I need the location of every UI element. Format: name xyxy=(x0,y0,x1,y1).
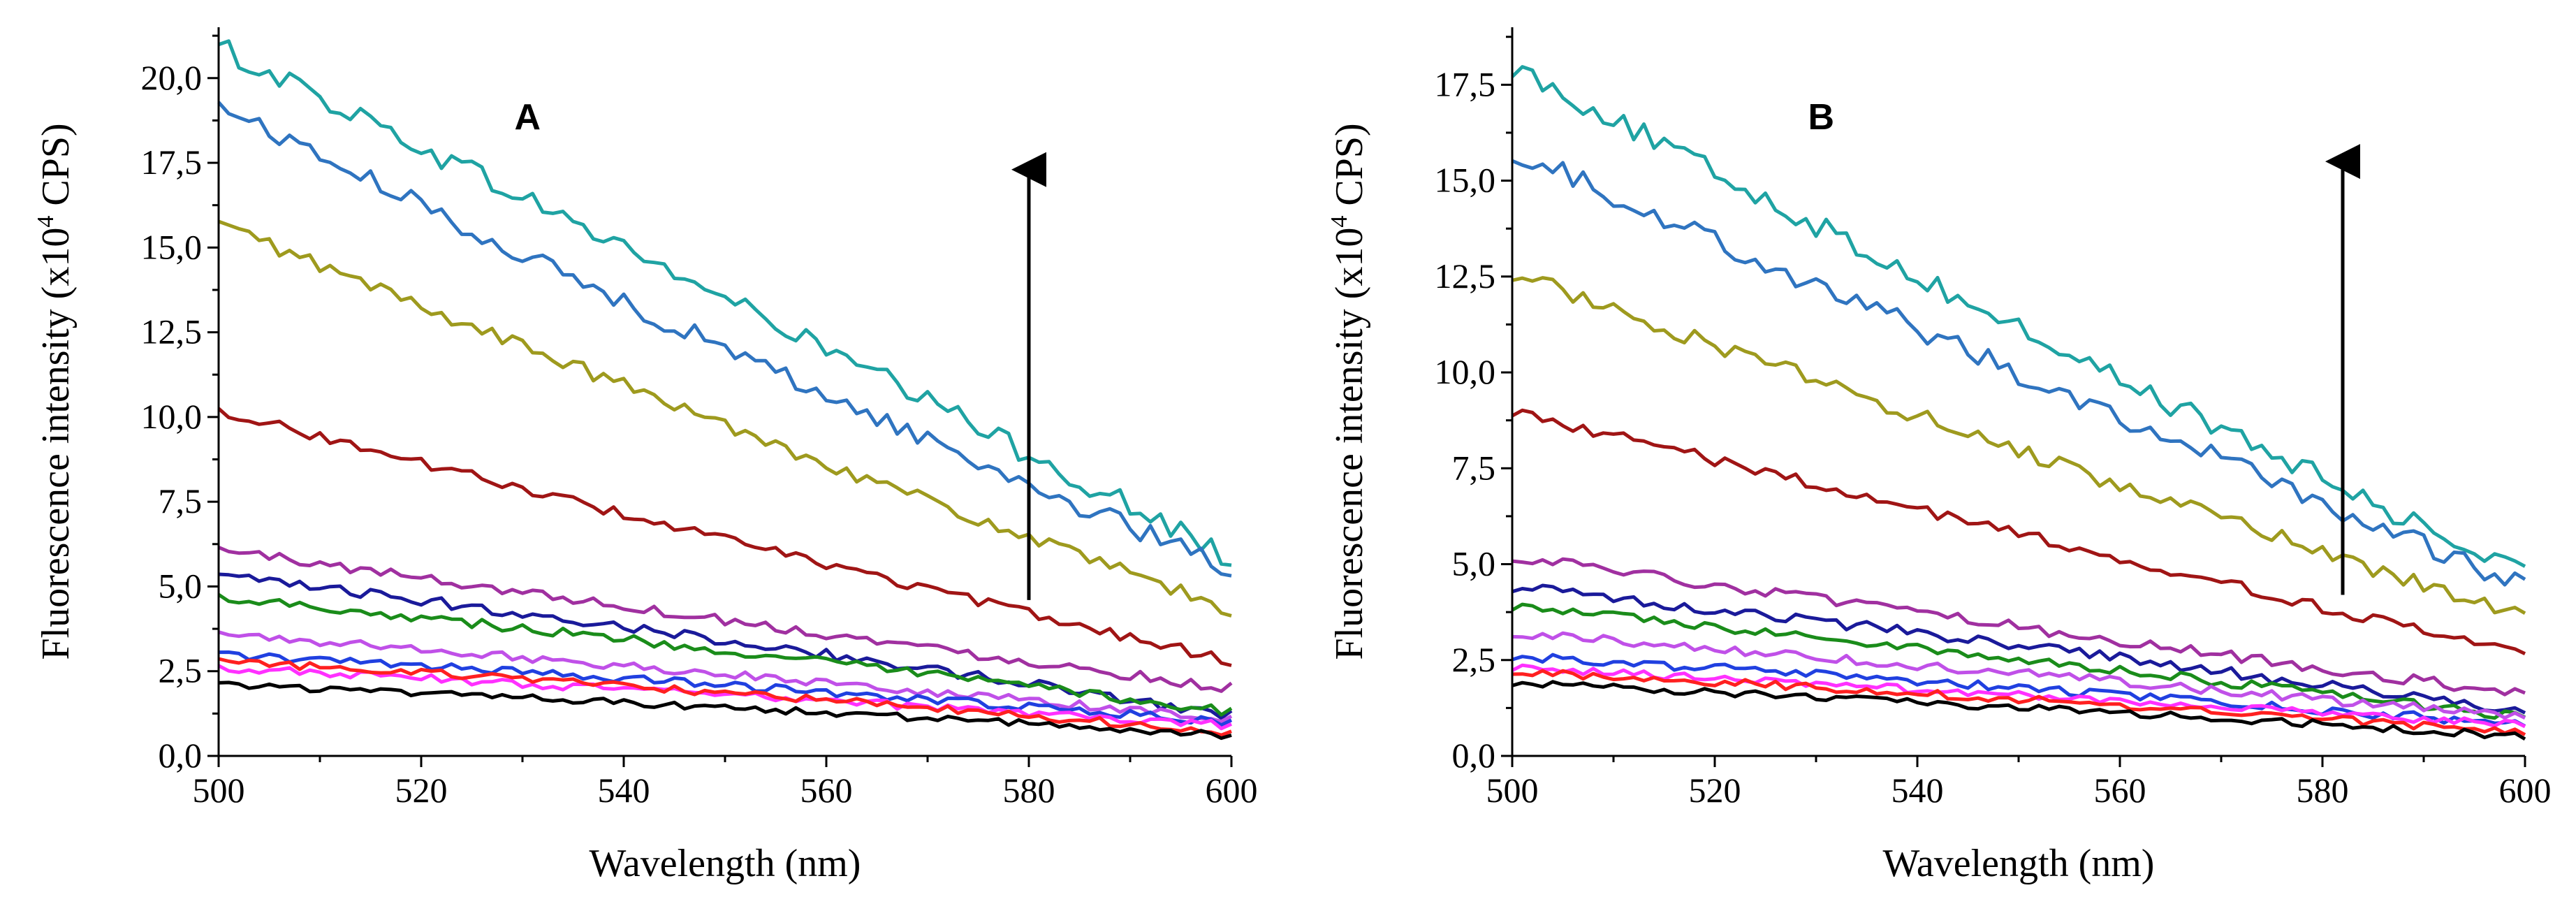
series-line-navy xyxy=(1512,583,2526,715)
series-line-blue xyxy=(217,101,1232,578)
y-tick-label: 12,5 xyxy=(1435,256,1496,296)
series-line-red xyxy=(1512,669,2526,736)
panel-label: A xyxy=(514,97,541,138)
x-tick-label: 540 xyxy=(1891,771,1944,810)
y-tick-label: 2,5 xyxy=(159,651,203,690)
y-tick-label: 17,5 xyxy=(1435,64,1496,103)
x-tick-label: 560 xyxy=(800,771,853,810)
y-tick-label: 2,5 xyxy=(1452,640,1496,679)
x-axis-title: Wavelength (nm) xyxy=(590,842,861,885)
y-tick-label: 7,5 xyxy=(159,481,203,520)
y-tick-label: 15,0 xyxy=(141,227,203,266)
series-line-blue xyxy=(1512,159,2526,587)
y-tick-label: 17,5 xyxy=(141,143,203,182)
panel-label: B xyxy=(1808,97,1834,138)
y-tick-label: 15,0 xyxy=(1435,161,1496,200)
series-line-royal xyxy=(218,650,1233,727)
series-line-purple xyxy=(1512,557,2526,697)
x-axis-title: Wavelength (nm) xyxy=(1883,842,2155,885)
chart-panel-a: 500 520 540 560 580 600 0,0 2,5 5,0 7,5 10,0 12,5 15… xyxy=(33,27,1258,885)
series-line-violet xyxy=(1512,631,2526,720)
x-tick-label: 520 xyxy=(1689,771,1741,810)
chart-panel-b: 500 520 540 560 580 600 0,0 2,5 5,0 7,5 10,0 12,5 15… xyxy=(1326,27,2552,885)
x-tick-label: 600 xyxy=(2499,771,2552,810)
y-tick-label: 5,0 xyxy=(159,566,203,605)
y-tick-label: 10,0 xyxy=(141,397,203,436)
series-line-black xyxy=(1512,680,2526,741)
series-line-black xyxy=(218,680,1232,741)
x-tick-label: 580 xyxy=(2297,771,2349,810)
series-line-magenta xyxy=(217,664,1233,731)
series-line-green xyxy=(217,593,1233,717)
y-axis-title: Fluorescence intensity (x104 CPS) xyxy=(33,123,78,660)
series-line-magenta xyxy=(1511,663,2526,729)
x-tick-label: 580 xyxy=(1003,771,1055,810)
y-axis-title: Fluorescence intensity (x104 CPS) xyxy=(1326,123,1371,660)
y-tick-label: 12,5 xyxy=(141,312,203,351)
x-tick-label: 500 xyxy=(1486,771,1539,810)
y-tick-label: 7,5 xyxy=(1452,448,1496,487)
series-line-violet xyxy=(218,630,1233,724)
series-line-olive xyxy=(1512,276,2526,615)
x-tick-label: 540 xyxy=(598,771,650,810)
series-line-teal xyxy=(218,39,1232,567)
x-tick-label: 520 xyxy=(395,771,448,810)
y-tick-label: 0,0 xyxy=(1452,736,1496,775)
series-line-olive xyxy=(218,219,1232,618)
series-line-darkred xyxy=(217,407,1232,667)
series-line-teal xyxy=(1511,65,2526,568)
x-tick-label: 560 xyxy=(2094,771,2146,810)
y-tick-label: 10,0 xyxy=(1435,352,1496,391)
series-line-darkred xyxy=(1511,408,2526,656)
x-tick-label: 500 xyxy=(193,771,245,810)
y-tick-label: 5,0 xyxy=(1452,544,1496,583)
y-tick-label: 20,0 xyxy=(141,58,203,97)
x-tick-label: 600 xyxy=(1206,771,1258,810)
series-line-red xyxy=(218,657,1232,737)
series-line-green xyxy=(1511,602,2526,720)
series-line-purple xyxy=(218,546,1233,693)
y-tick-label: 0,0 xyxy=(159,736,203,775)
